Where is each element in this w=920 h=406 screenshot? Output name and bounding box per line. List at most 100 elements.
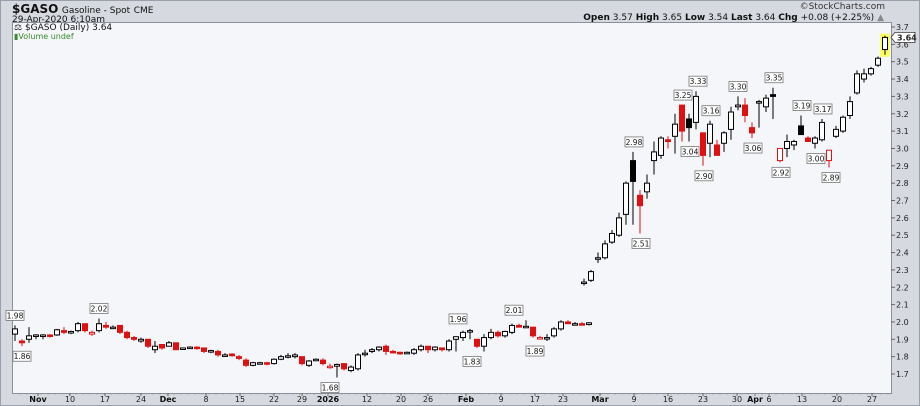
candle-body: [700, 132, 706, 156]
price-annotation-label: 1.96: [450, 315, 467, 324]
candle-body: [131, 337, 137, 340]
candle-body: [145, 338, 151, 347]
candle-body: [334, 363, 340, 367]
price-annotation-box: [504, 304, 524, 316]
candle-body: [320, 359, 326, 365]
candle-body: [271, 358, 277, 365]
candle-body: [565, 321, 571, 325]
price-annotation-box: [12, 350, 32, 362]
price-annotation-box: [806, 153, 826, 164]
candle-body: [222, 354, 228, 357]
candle-body: [362, 352, 368, 356]
candle-body: [355, 354, 361, 370]
candle-body: [602, 243, 608, 259]
x-tick-label: Dec: [160, 395, 177, 404]
candle-body: [208, 350, 214, 353]
candle-body: [672, 123, 678, 137]
x-tick-label: 9: [631, 395, 636, 404]
y-tick-label: 2.9: [896, 162, 909, 171]
x-tick-label: Mar: [591, 395, 608, 404]
price-annotation-label: 3.33: [690, 77, 707, 86]
candle-body: [348, 366, 354, 372]
y-tick-label: 3.5: [896, 58, 909, 67]
candle-body: [250, 362, 256, 366]
candle-body: [770, 94, 776, 97]
candle-body: [243, 359, 249, 366]
price-annotation-box: [525, 345, 545, 357]
candle-body: [390, 350, 396, 354]
candle-body: [516, 324, 522, 328]
candle-body: [551, 328, 557, 337]
candle-body: [714, 144, 720, 156]
candle-body: [749, 127, 755, 134]
x-tick-label: 27: [867, 395, 877, 404]
candle-body: [264, 362, 270, 365]
candle-body: [833, 128, 839, 137]
candle-body: [630, 160, 636, 182]
x-tick-label: 23: [558, 395, 568, 404]
candle-body: [327, 365, 333, 369]
y-tick-label: 2.4: [896, 249, 909, 258]
candle-body: [644, 182, 650, 193]
price-annotation-box: [813, 103, 833, 115]
x-tick-label: 30: [732, 395, 742, 404]
candle-body: [763, 97, 769, 108]
price-annotation-label: 3.25: [675, 91, 692, 100]
candle-body: [875, 57, 881, 66]
price-annotation-box: [448, 313, 468, 325]
y-tick-label: 3.2: [896, 110, 909, 119]
candle-body: [595, 257, 601, 260]
price-annotation-label: 3.00: [808, 154, 825, 163]
candle-body: [840, 116, 846, 132]
candle-body: [707, 123, 713, 144]
candle-body: [756, 101, 762, 104]
price-annotation-box: [89, 303, 109, 314]
x-tick-label: 10: [65, 395, 75, 404]
x-tick-label: 15: [235, 395, 245, 404]
price-annotation-label: 2.89: [823, 174, 840, 183]
candle-body: [47, 334, 53, 337]
price-legend[interactable]: ⚖ $GASO (Daily) 3.64: [14, 23, 112, 33]
candle-body: [313, 358, 319, 362]
candle-body: [159, 344, 165, 349]
candle-body: [805, 137, 811, 143]
y-tick-label: 3.3: [896, 92, 909, 101]
volume-legend[interactable]: ▮Volume undef: [14, 32, 74, 41]
price-annotation-label: 2.02: [91, 304, 108, 313]
candle-body: [383, 345, 389, 352]
price-annotation-label: 1.98: [7, 311, 24, 320]
x-tick-label: 26: [423, 395, 433, 404]
candle-body: [54, 329, 60, 336]
price-annotation-box: [792, 100, 812, 111]
ohlc-summary: Open 3.57 High 3.65 Low 3.54 Last 3.64 C…: [583, 13, 884, 23]
open-value: 3.57: [612, 13, 633, 23]
candle-body: [117, 324, 123, 333]
candle-body: [82, 323, 88, 332]
candle-body: [686, 118, 692, 129]
candle-body: [61, 330, 67, 333]
y-tick-label: 1.7: [896, 370, 909, 379]
candle-body: [735, 104, 741, 108]
candle-body: [651, 151, 657, 162]
x-tick-label: Apr: [747, 395, 763, 404]
last-price-tag: [890, 32, 916, 43]
x-tick-label: 29: [297, 395, 307, 404]
price-annotation-label: 3.17: [815, 105, 832, 114]
x-tick-label: 20: [396, 395, 406, 404]
candle-body: [369, 349, 375, 352]
price-annotation-box: [821, 172, 841, 183]
chg-value: +0.08 (+2.25%): [800, 13, 875, 23]
price-annotation-label: 3.35: [766, 74, 783, 83]
candle-body: [502, 330, 508, 337]
candle-body: [229, 353, 235, 357]
volume-legend-text: Volume undef: [18, 32, 74, 41]
candle-body: [579, 323, 585, 326]
x-tick-label: 24: [136, 395, 146, 404]
candle-body: [868, 68, 874, 75]
candle-body: [432, 346, 438, 351]
price-annotation-box: [462, 356, 482, 367]
x-tick-label: 6: [766, 395, 771, 404]
y-tick-label: 2.6: [896, 214, 909, 223]
price-annotation-label: 2.90: [696, 172, 713, 181]
candle-body: [558, 321, 564, 330]
